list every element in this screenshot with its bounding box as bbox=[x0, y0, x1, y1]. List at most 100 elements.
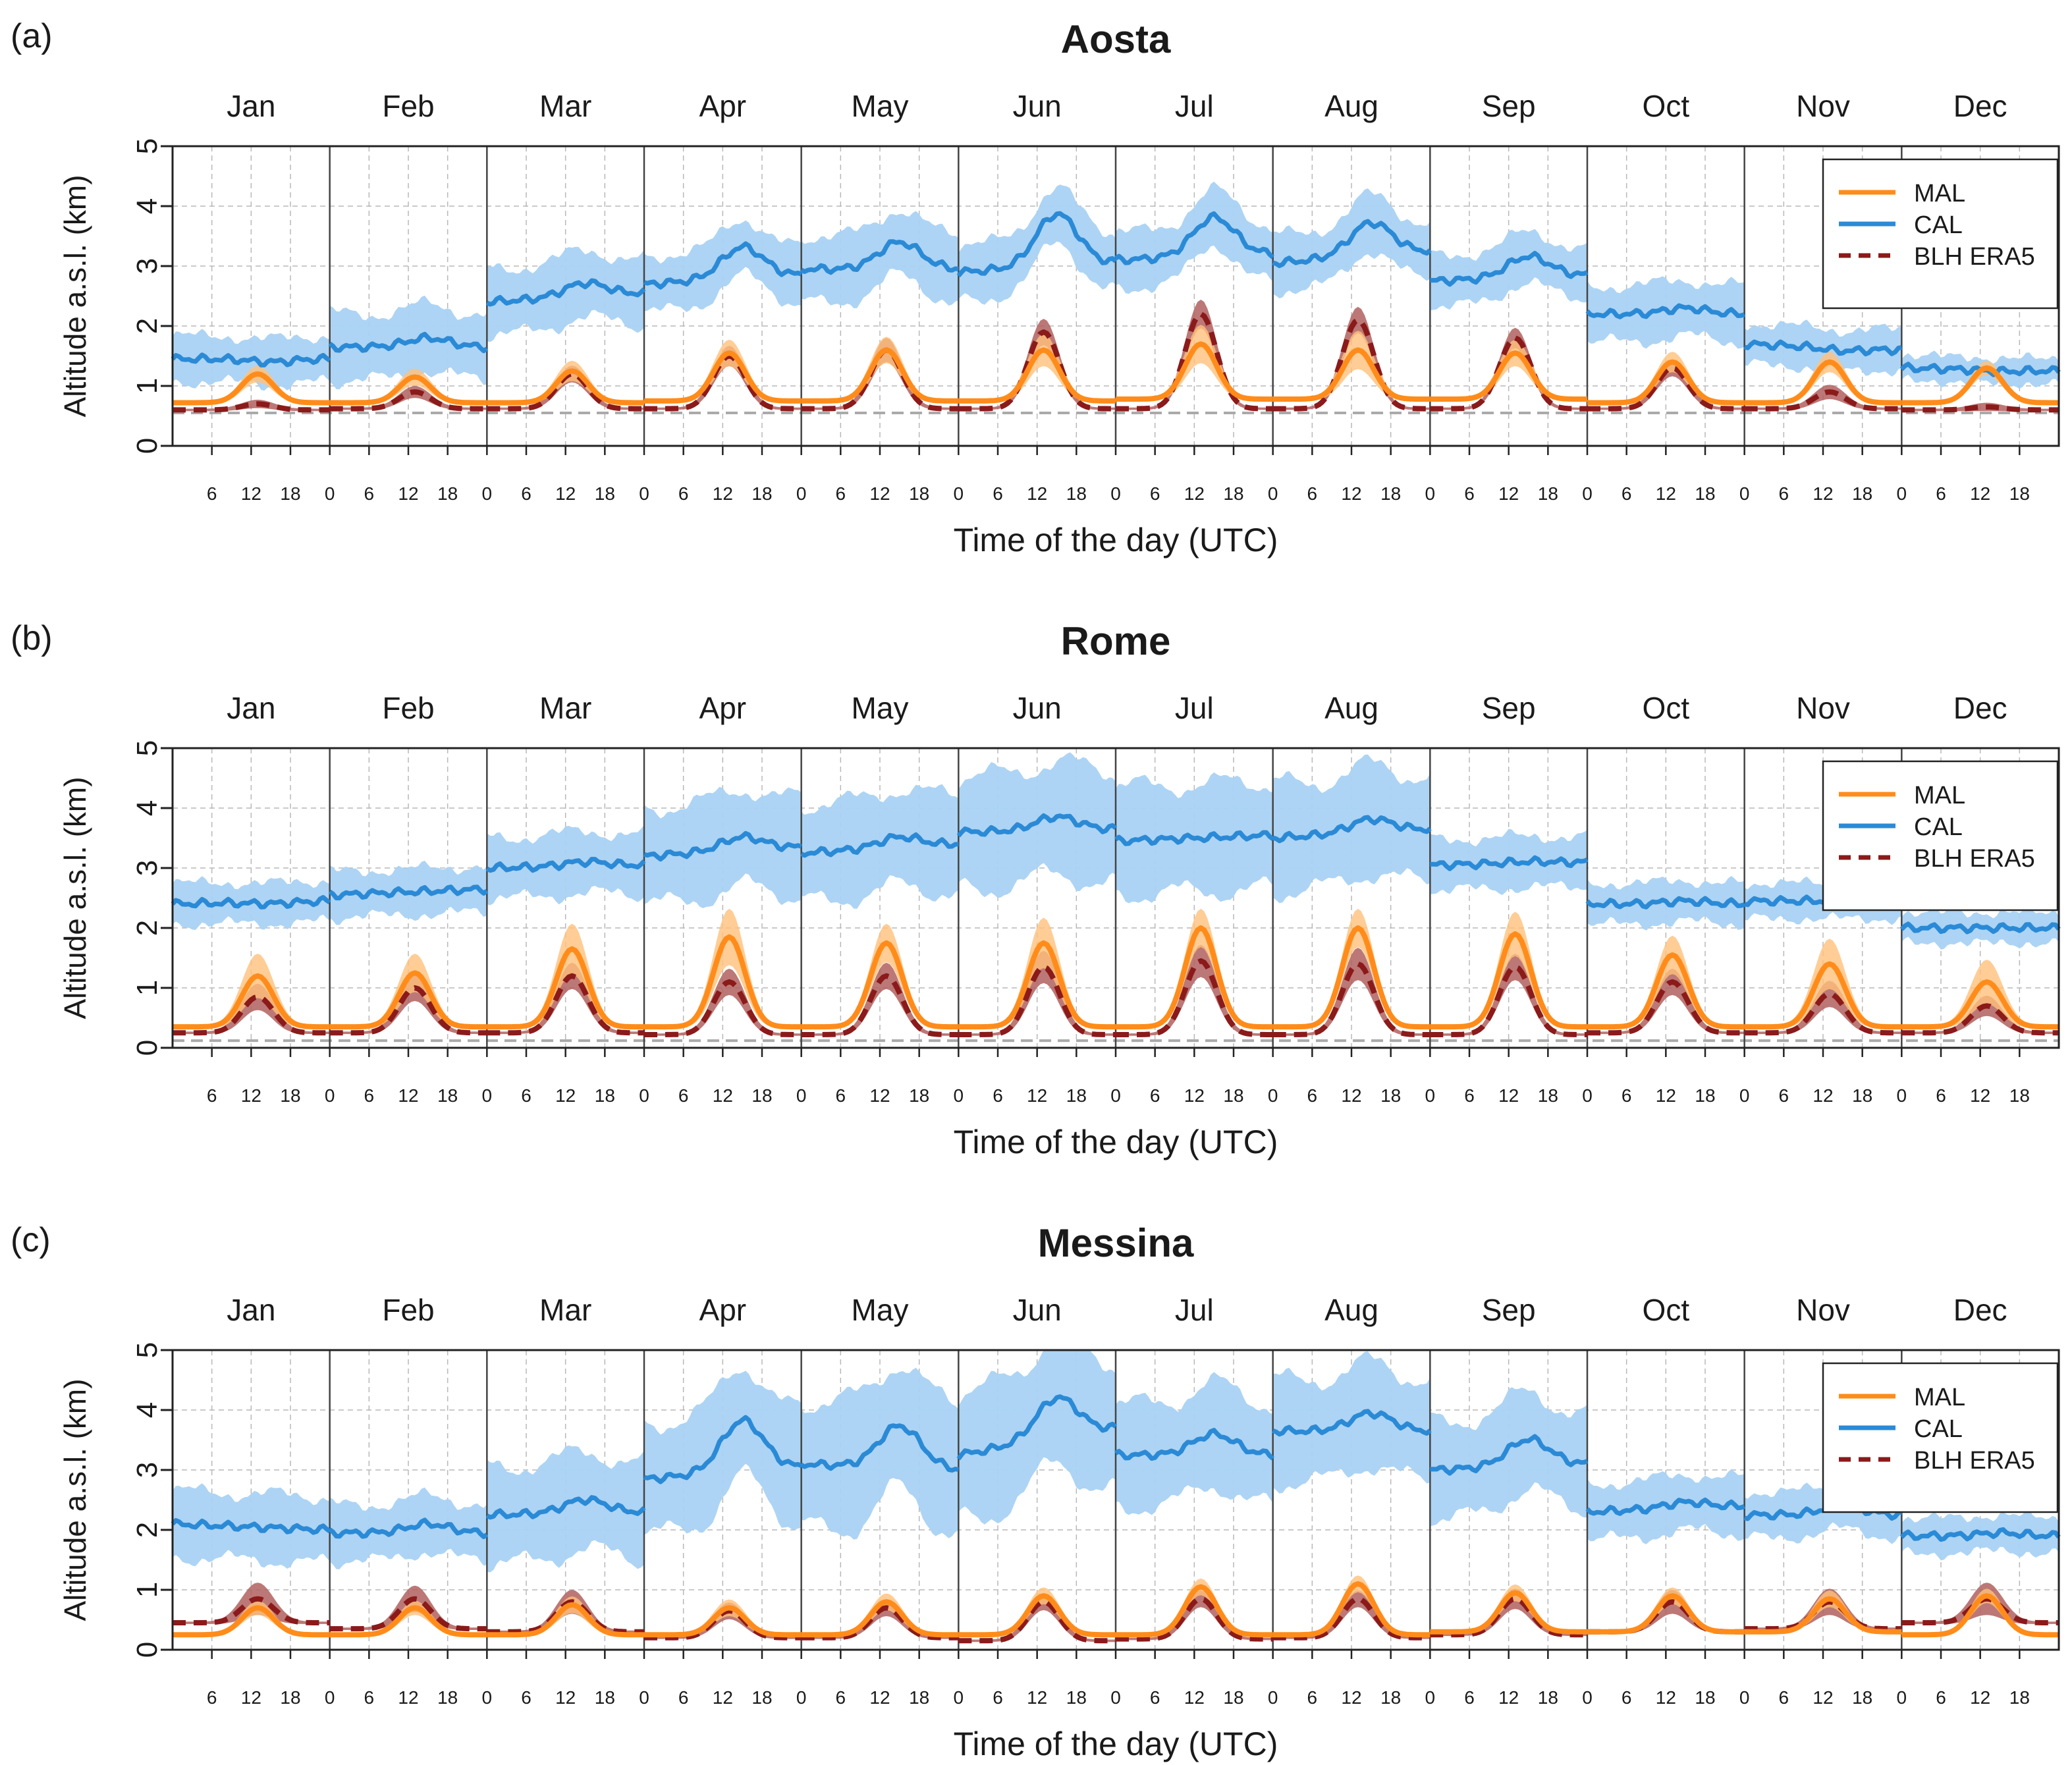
blh-line-jul bbox=[1116, 311, 1273, 412]
blh-line-may bbox=[801, 1605, 959, 1641]
x-tick-label: 18 bbox=[1538, 1687, 1558, 1708]
y-tick-label: 4 bbox=[131, 1402, 163, 1418]
cal-band-jun bbox=[958, 1350, 1116, 1525]
mal-line-feb bbox=[329, 374, 487, 406]
blh-band-dec bbox=[1901, 995, 2059, 1035]
x-tick-label: 6 bbox=[364, 483, 375, 504]
x-tick-label: 0 bbox=[639, 1687, 649, 1708]
month-label-apr: Apr bbox=[699, 1293, 747, 1327]
x-tick-label: 6 bbox=[1150, 1687, 1160, 1708]
blh-line-dec bbox=[1901, 1003, 2059, 1036]
month-label-jul: Jul bbox=[1175, 691, 1214, 725]
cal-line-oct bbox=[1585, 896, 1745, 910]
cal-line-sep bbox=[1430, 1434, 1589, 1476]
mal-band-jan bbox=[173, 954, 330, 1028]
legend-label-mal: MAL bbox=[1914, 1384, 1965, 1411]
x-tick-label: 0 bbox=[1268, 483, 1278, 504]
x-tick-label: 18 bbox=[751, 1085, 772, 1106]
x-tick-label: 12 bbox=[555, 483, 576, 504]
y-tick-label: 3 bbox=[131, 258, 163, 274]
mal-line-series bbox=[173, 925, 2059, 1030]
legend: MAL CAL BLH ERA5 bbox=[1822, 760, 2059, 911]
blh-line-mar bbox=[487, 973, 644, 1036]
x-tick-label: 6 bbox=[207, 483, 217, 504]
month-label-sep: Sep bbox=[1482, 691, 1536, 725]
blh-line-nov bbox=[1744, 991, 1902, 1036]
panel-label: (b) bbox=[11, 619, 53, 657]
x-tick-label: 12 bbox=[241, 1085, 261, 1106]
mal-band-mar bbox=[487, 360, 644, 404]
blh-line-jan bbox=[173, 1596, 330, 1625]
x-tick-label: 12 bbox=[398, 1085, 418, 1106]
x-tick-label: 12 bbox=[555, 1687, 576, 1708]
x-axis-label: Time of the day (UTC) bbox=[954, 1725, 1278, 1762]
mal-line-jun bbox=[958, 940, 1116, 1030]
cal-line-may bbox=[800, 1423, 959, 1473]
x-tick-label: 0 bbox=[1110, 1085, 1121, 1106]
x-tick-label: 6 bbox=[1779, 1085, 1789, 1106]
blh-band-nov bbox=[1744, 981, 1902, 1035]
mal-band-nov bbox=[1744, 938, 1902, 1028]
cal-band-may bbox=[801, 211, 959, 308]
mal-band-dec bbox=[1901, 960, 2059, 1028]
cal-line-aug bbox=[1272, 1409, 1432, 1437]
mal-band-mar bbox=[487, 923, 644, 1028]
month-label-feb: Feb bbox=[382, 691, 434, 725]
y-axis-label: Altitude a.s.l. (km) bbox=[58, 1378, 92, 1621]
cal-band-apr bbox=[644, 1371, 802, 1535]
legend: MAL CAL BLH ERA5 bbox=[1822, 1362, 2059, 1513]
blh-band-oct bbox=[1587, 968, 1745, 1035]
blh-line-jan bbox=[173, 994, 330, 1036]
y-tick-label: 2 bbox=[131, 920, 163, 936]
mal-band-apr bbox=[644, 339, 802, 402]
x-tick-label: 6 bbox=[207, 1687, 217, 1708]
x-tick-label: 6 bbox=[1307, 1687, 1318, 1708]
cal-band-sep bbox=[1430, 1387, 1587, 1527]
mal-line-jul bbox=[1116, 1584, 1273, 1638]
blh-line-apr bbox=[644, 353, 802, 412]
x-tick-label: 0 bbox=[639, 1085, 649, 1106]
legend-label-cal: CAL bbox=[1914, 1415, 1963, 1443]
cal-line-jun bbox=[956, 211, 1118, 278]
x-tick-label: 18 bbox=[1380, 483, 1401, 504]
x-tick-label: 6 bbox=[836, 1687, 846, 1708]
x-tick-label: 0 bbox=[1110, 1687, 1121, 1708]
month-label-jan: Jan bbox=[227, 89, 275, 123]
y-tick-label: 5 bbox=[131, 740, 163, 756]
x-tick-label: 18 bbox=[1066, 1687, 1087, 1708]
month-label-may: May bbox=[852, 1293, 909, 1327]
month-label-mar: Mar bbox=[539, 1293, 591, 1327]
y-tick-label: 4 bbox=[131, 198, 163, 214]
month-label-oct: Oct bbox=[1643, 691, 1690, 725]
month-label-jan: Jan bbox=[227, 1293, 275, 1327]
x-tick-label: 12 bbox=[1656, 1085, 1676, 1106]
month-label-sep: Sep bbox=[1482, 89, 1536, 123]
x-tick-label: 18 bbox=[909, 1687, 929, 1708]
cal-band-apr bbox=[644, 786, 802, 908]
mal-line-dec bbox=[1901, 365, 2059, 406]
mal-band-jan bbox=[173, 366, 330, 404]
x-tick-label: 0 bbox=[482, 1085, 493, 1106]
y-tick-label: 0 bbox=[131, 1040, 163, 1056]
blh-band-oct bbox=[1587, 1590, 1745, 1633]
cal-band-mar bbox=[487, 246, 644, 342]
x-tick-label: 0 bbox=[1582, 1085, 1593, 1106]
mal-line-jan bbox=[173, 371, 330, 406]
cal-line-apr bbox=[643, 830, 802, 862]
cal-line-dec bbox=[1899, 921, 2061, 935]
x-tick-label: 6 bbox=[1150, 1085, 1160, 1106]
cal-band-jun bbox=[958, 184, 1116, 305]
mal-band-may bbox=[801, 337, 959, 402]
x-tick-label: 6 bbox=[836, 1085, 846, 1106]
cal-line-jan bbox=[171, 352, 331, 367]
legend-label-mal: MAL bbox=[1914, 180, 1965, 207]
x-tick-label: 12 bbox=[713, 483, 733, 504]
cal-line-mar bbox=[485, 1495, 646, 1520]
blh-line-jan bbox=[173, 401, 330, 413]
x-tick-label: 18 bbox=[1695, 483, 1715, 504]
month-label-apr: Apr bbox=[699, 89, 747, 123]
mal-line-jul bbox=[1116, 341, 1273, 402]
x-tick-label: 6 bbox=[1936, 1085, 1946, 1106]
x-tick-label: 6 bbox=[1464, 483, 1475, 504]
mal-line-aug bbox=[1272, 925, 1431, 1030]
